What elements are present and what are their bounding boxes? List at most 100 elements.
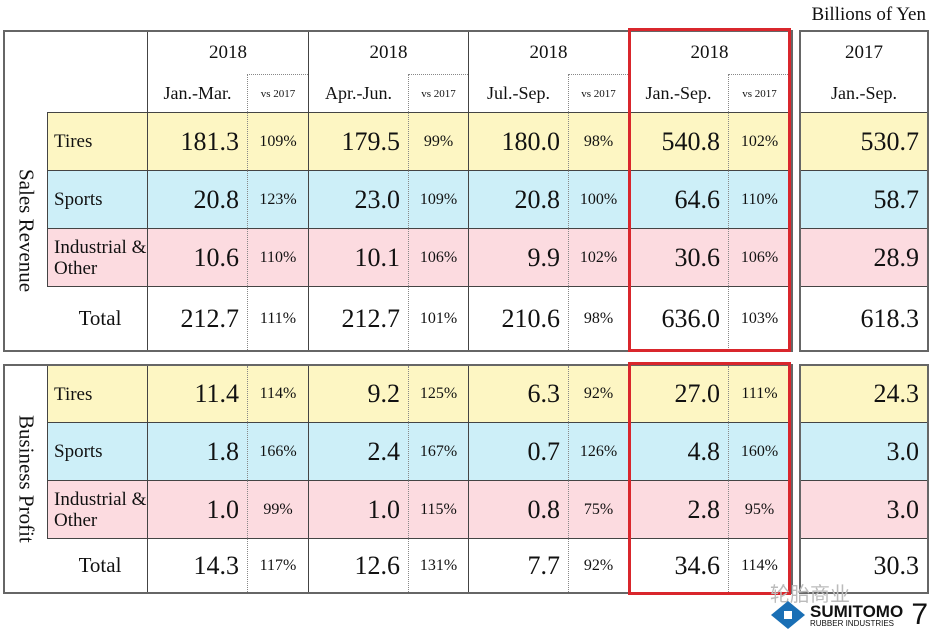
- sumitomo-diamond-icon: [771, 601, 805, 629]
- pct-cell: 111%: [728, 366, 790, 422]
- prior-value-cell: 3.0: [801, 422, 927, 480]
- pct-cell: 109%: [247, 112, 308, 170]
- value-cell: 636.0: [628, 286, 728, 350]
- header-vs: vs 2017: [568, 74, 628, 112]
- sumitomo-logo: SUMITOMO RUBBER INDUSTRIES: [770, 600, 903, 630]
- sales-prior-frame: [799, 30, 929, 352]
- header-vs: vs 2017: [247, 74, 308, 112]
- pct-cell: 123%: [247, 170, 308, 228]
- value-cell: 210.6: [468, 286, 568, 350]
- header-vs: vs 2017: [408, 74, 468, 112]
- pct-cell: 111%: [247, 286, 308, 350]
- value-cell: 11.4: [147, 366, 247, 422]
- pct-cell: 109%: [408, 170, 468, 228]
- value-cell: 212.7: [147, 286, 247, 350]
- row-label: Industrial & Other: [47, 228, 147, 286]
- value-cell: 64.6: [628, 170, 728, 228]
- logo-sub: RUBBER INDUSTRIES: [810, 618, 895, 628]
- prior-value-cell: 3.0: [801, 480, 927, 538]
- watermark: 轮胎商业: [770, 582, 850, 606]
- value-cell: 212.7: [308, 286, 408, 350]
- value-cell: 180.0: [468, 112, 568, 170]
- value-cell: 1.0: [308, 480, 408, 538]
- pct-cell: 160%: [728, 422, 790, 480]
- value-cell: 14.3: [147, 538, 247, 592]
- value-cell: 30.6: [628, 228, 728, 286]
- header-prior-year: 2017: [845, 42, 883, 63]
- pct-cell: 103%: [728, 286, 790, 350]
- value-cell: 179.5: [308, 112, 408, 170]
- row-label: Tires: [47, 366, 147, 422]
- pct-cell: 110%: [247, 228, 308, 286]
- profit-prior-frame: [799, 364, 929, 594]
- prior-value-cell: 28.9: [801, 228, 927, 286]
- pct-cell: 166%: [247, 422, 308, 480]
- value-cell: 23.0: [308, 170, 408, 228]
- section-title: Sales Revenue: [14, 169, 39, 293]
- row-label: Total: [47, 286, 147, 350]
- prior-value-cell: 530.7: [801, 112, 927, 170]
- value-cell: 0.7: [468, 422, 568, 480]
- value-cell: 1.0: [147, 480, 247, 538]
- value-cell: 20.8: [147, 170, 247, 228]
- prior-value-cell: 58.7: [801, 170, 927, 228]
- prior-value-cell: 24.3: [801, 366, 927, 422]
- pct-cell: 98%: [568, 112, 628, 170]
- value-cell: 4.8: [628, 422, 728, 480]
- prior-value-cell: 618.3: [801, 286, 927, 350]
- value-cell: 0.8: [468, 480, 568, 538]
- pct-cell: 117%: [247, 538, 308, 592]
- row-label: Sports: [47, 170, 147, 228]
- value-cell: 2.8: [628, 480, 728, 538]
- pct-cell: 125%: [408, 366, 468, 422]
- header-period: Jul.-Sep.: [468, 74, 568, 112]
- header-year: 2018: [308, 32, 468, 74]
- header-period: Jan.-Mar.: [147, 74, 247, 112]
- value-cell: 20.8: [468, 170, 568, 228]
- pct-cell: 101%: [408, 286, 468, 350]
- pct-cell: 98%: [568, 286, 628, 350]
- row-label: Tires: [47, 112, 147, 170]
- value-cell: 181.3: [147, 112, 247, 170]
- value-cell: 6.3: [468, 366, 568, 422]
- pct-cell: 102%: [728, 112, 790, 170]
- pct-cell: 106%: [408, 228, 468, 286]
- pct-cell: 99%: [408, 112, 468, 170]
- unit-label: Billions of Yen: [811, 4, 926, 25]
- pct-cell: 99%: [247, 480, 308, 538]
- value-cell: 2.4: [308, 422, 408, 480]
- pct-cell: 167%: [408, 422, 468, 480]
- value-cell: 7.7: [468, 538, 568, 592]
- header-year: 2018: [147, 32, 308, 74]
- header-year: 2018: [468, 32, 628, 74]
- pct-cell: 126%: [568, 422, 628, 480]
- sales-frame: [3, 30, 793, 352]
- pct-cell: 92%: [568, 538, 628, 592]
- page-number: 7: [911, 598, 928, 631]
- value-cell: 10.1: [308, 228, 408, 286]
- prior-value-cell: 30.3: [801, 538, 927, 592]
- header-vs: vs 2017: [728, 74, 790, 112]
- row-label: Industrial & Other: [47, 480, 147, 538]
- highlight-box-profit: [628, 362, 791, 595]
- profit-frame: [3, 364, 793, 594]
- value-cell: 1.8: [147, 422, 247, 480]
- pct-cell: 95%: [728, 480, 790, 538]
- section-title: Business Profit: [14, 415, 39, 543]
- logo-name: SUMITOMO: [810, 601, 904, 621]
- pct-cell: 131%: [408, 538, 468, 592]
- value-cell: 540.8: [628, 112, 728, 170]
- value-cell: 9.9: [468, 228, 568, 286]
- pct-cell: 92%: [568, 366, 628, 422]
- pct-cell: 114%: [247, 366, 308, 422]
- pct-cell: 100%: [568, 170, 628, 228]
- header-period: Apr.-Jun.: [308, 74, 408, 112]
- header-prior-period: Jan.-Sep.: [831, 82, 897, 103]
- pct-cell: 106%: [728, 228, 790, 286]
- pct-cell: 114%: [728, 538, 790, 592]
- value-cell: 10.6: [147, 228, 247, 286]
- pct-cell: 115%: [408, 480, 468, 538]
- pct-cell: 110%: [728, 170, 790, 228]
- row-label: Sports: [47, 422, 147, 480]
- value-cell: 12.6: [308, 538, 408, 592]
